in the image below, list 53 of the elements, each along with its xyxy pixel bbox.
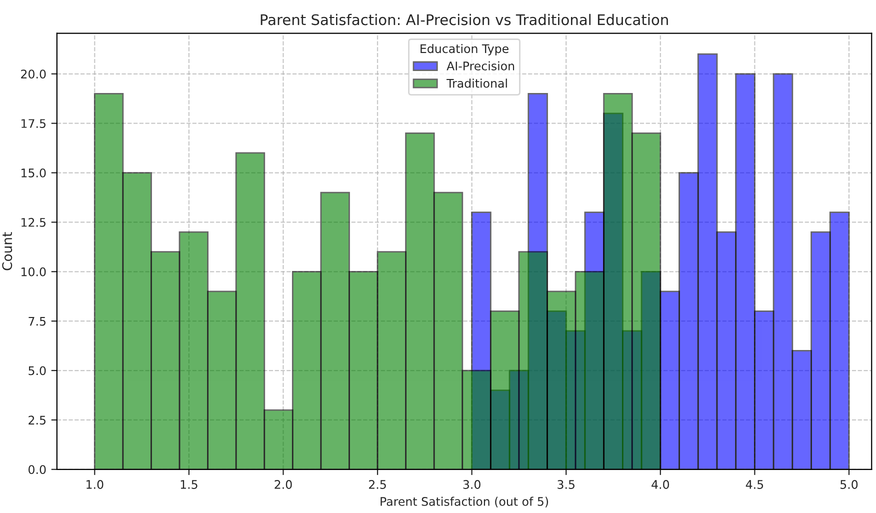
bar (735, 73, 756, 470)
bar (810, 231, 831, 470)
bar (405, 132, 435, 470)
bar (574, 270, 605, 470)
y-tick-label: 2.5 (28, 416, 46, 425)
bar (150, 251, 180, 470)
bar (754, 310, 774, 470)
y-tick-label: 17.5 (22, 119, 46, 128)
bar (433, 192, 464, 470)
x-tick-label: 5.0 (840, 480, 858, 489)
bar (178, 231, 208, 470)
bar (631, 132, 662, 470)
chart-title: Parent Satisfaction: AI-Precision vs Traditional Education (260, 14, 668, 26)
bar (94, 92, 124, 470)
y-tick-label: 0.0 (28, 465, 46, 474)
bar (697, 53, 718, 470)
bar (376, 251, 407, 470)
y-tick-label: 7.5 (28, 316, 46, 326)
bar (678, 172, 699, 470)
y-tick-label: 12.5 (22, 218, 46, 227)
bar (348, 270, 378, 470)
bar (264, 409, 294, 470)
x-tick-label: 1.0 (86, 480, 104, 489)
bar (490, 310, 520, 470)
legend-label: Traditional (446, 78, 507, 88)
y-tick-label: 20.0 (21, 70, 46, 79)
x-tick-label: 3.5 (558, 480, 574, 489)
bar (603, 92, 633, 470)
bar (235, 152, 266, 470)
bar (829, 212, 850, 470)
bar (518, 251, 548, 470)
y-tick-label: 15.0 (22, 168, 46, 178)
y-tick-label: 10.0 (22, 267, 46, 276)
bar (207, 290, 237, 470)
bar (320, 192, 350, 470)
y-tick-label: 5.0 (28, 366, 46, 376)
bar (292, 270, 322, 470)
bar (122, 172, 152, 470)
legend-title: Education Type (420, 44, 508, 56)
bar (462, 370, 492, 470)
x-tick-label: 1.5 (180, 480, 198, 489)
x-tick-label: 2.5 (369, 480, 386, 489)
bar (792, 350, 812, 470)
bar (772, 73, 794, 470)
legend-label: AI-Precision (446, 61, 514, 70)
x-axis-title: Parent Satisfaction (out of 5) (380, 496, 548, 508)
x-tick-label: 4.0 (652, 480, 670, 489)
y-axis-title: Count (2, 232, 12, 270)
bar (716, 231, 737, 470)
x-tick-label: 3.0 (463, 480, 480, 489)
x-tick-label: 2.0 (274, 480, 292, 489)
bar (546, 290, 576, 470)
x-tick-label: 4.5 (746, 480, 764, 489)
